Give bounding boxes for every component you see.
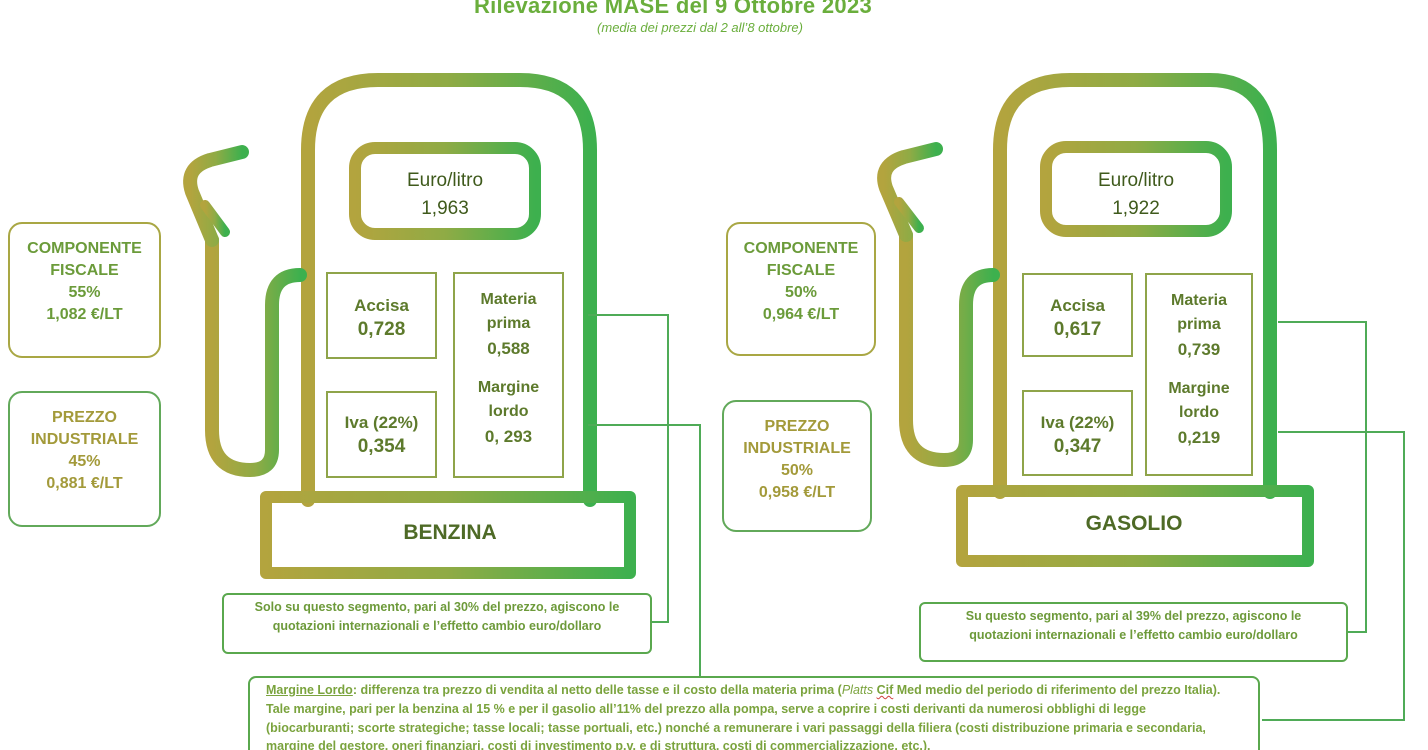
page-title: Rilevazione MASE del 9 Ottobre 2023 [473, 0, 873, 18]
benzina-materia-margine-box: Materia prima 0,588 Margine lordo 0, 293 [453, 272, 564, 478]
benzina-materia-label-1: Materia [480, 291, 537, 308]
benzina-note-line2: quotazioni internazionali e l’effetto ca… [272, 619, 602, 634]
benzina-prezzo-industriale: PREZZO INDUSTRIALE 45% 0,881 €/LT [8, 391, 161, 527]
gasolio-materia-margine-box: Materia prima 0,739 Margine lordo 0,219 [1145, 273, 1253, 476]
benzina-fuel-label: BENZINA [403, 521, 497, 544]
industriale-line1: PREZZO [764, 418, 830, 435]
fiscale-line2: FISCALE [766, 262, 836, 280]
gasolio-connectors [1262, 321, 1405, 721]
fiscale-amount: 0,964 €/LT [762, 306, 840, 324]
gasolio-margine-label-2: lordo [1179, 403, 1219, 421]
gasolio-materia-label-2: prima [1177, 316, 1221, 333]
benzina-accisa-value: 0,728 [357, 319, 406, 341]
benzina-margine-label-1: Margine [477, 378, 540, 396]
benzina-price-value: 1,963 [421, 198, 469, 220]
gasolio-iva-value: 0,347 [1053, 436, 1102, 458]
platts-label: Platts [841, 683, 874, 697]
industriale-line2: INDUSTRIALE [743, 440, 851, 458]
benzina-price-unit: Euro/litro [406, 170, 484, 191]
industriale-amount: 0,881 €/LT [46, 475, 123, 493]
fiscale-line1: COMPONENTE [27, 240, 142, 257]
benzina-accisa-label: Accisa [354, 296, 409, 315]
gasolio-iva-box: Iva (22%) 0,347 [1022, 390, 1133, 476]
benzina-pump-icon [183, 73, 636, 579]
margine-lordo-note: Margine Lordo: differenza tra prezzo di … [248, 676, 1260, 750]
industriale-amount: 0,958 €/LT [758, 484, 836, 502]
benzina-connectors [588, 314, 701, 678]
benzina-iva-box: Iva (22%) 0,354 [326, 391, 437, 478]
gasolio-accisa-value: 0,617 [1053, 319, 1102, 341]
industriale-pct: 45% [68, 453, 101, 471]
benzina-price-display: Euro/litro 1,963 [362, 168, 528, 222]
benzina-materia-value: 0,588 [487, 339, 530, 358]
gasolio-margine-value: 0,219 [1177, 427, 1221, 447]
benzina-materia-label-2: prima [486, 315, 531, 332]
gasolio-price-unit: Euro/litro [1097, 170, 1175, 191]
benzina-componente-fiscale: COMPONENTE FISCALE 55% 1,082 €/LT [8, 222, 161, 358]
benzina-margine-value: 0, 293 [484, 426, 533, 446]
gasolio-prezzo-industriale: PREZZO INDUSTRIALE 50% 0,958 €/LT [722, 400, 872, 532]
industriale-line1: PREZZO [52, 409, 117, 426]
benzina-margine-label-2: lordo [488, 402, 529, 420]
fiscale-pct: 50% [784, 284, 818, 302]
benzina-iva-value: 0,354 [357, 436, 406, 458]
gasolio-price-value: 1,922 [1112, 198, 1160, 220]
margin-note-line1: Margine Lordo: differenza tra prezzo di … [266, 683, 1221, 697]
industriale-pct: 50% [780, 462, 814, 480]
gasolio-note-line2: quotazioni internazionali e l’effetto ca… [969, 628, 1298, 643]
gasolio-pump-icon [877, 73, 1314, 567]
gasolio-fuel-label: GASOLIO [1085, 512, 1183, 535]
fiscale-line2: FISCALE [50, 262, 119, 280]
gasolio-note-line1: Su questo segmento, pari al 39% del prez… [965, 609, 1302, 623]
margin-note-line3: (biocarburanti; scorte strategiche; tass… [266, 720, 1206, 735]
gasolio-margine-label-1: Margine [1168, 379, 1230, 397]
gasolio-accisa-label: Accisa [1050, 296, 1105, 315]
fiscale-pct: 55% [68, 284, 101, 302]
margin-note-line4: margine del gestore, oneri finanziari, c… [266, 739, 931, 750]
gasolio-note: Su questo segmento, pari al 39% del prez… [919, 602, 1348, 662]
page-subtitle: (media dei prezzi dal 2 all’8 ottobre) [597, 20, 803, 35]
gasolio-componente-fiscale: COMPONENTE FISCALE 50% 0,964 €/LT [726, 222, 876, 356]
margin-note-term: Margine Lordo [266, 683, 353, 697]
benzina-note: Solo su questo segmento, pari al 30% del… [222, 593, 652, 654]
fiscale-amount: 1,082 €/LT [46, 306, 123, 324]
gasolio-price-display: Euro/litro 1,922 [1053, 168, 1219, 222]
benzina-note-line1: Solo su questo segmento, pari al 30% del… [254, 600, 620, 614]
gasolio-accisa-box: Accisa 0,617 [1022, 273, 1133, 357]
industriale-line2: INDUSTRIALE [30, 431, 139, 449]
benzina-iva-label: Iva (22%) [344, 413, 419, 432]
benzina-accisa-box: Accisa 0,728 [326, 272, 437, 359]
gasolio-materia-value: 0,739 [1177, 340, 1221, 359]
margin-note-line2: Tale margine, pari per la benzina al 15 … [266, 701, 1146, 716]
gasolio-materia-label-1: Materia [1170, 292, 1228, 309]
fiscale-line1: COMPONENTE [743, 240, 859, 257]
gasolio-iva-label: Iva (22%) [1040, 413, 1115, 432]
